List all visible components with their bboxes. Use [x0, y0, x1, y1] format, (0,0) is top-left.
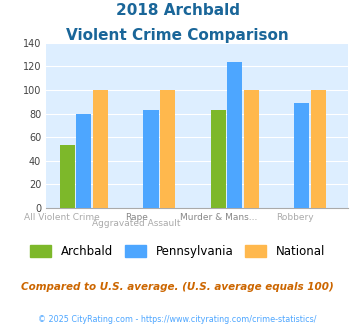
- Text: Robbery: Robbery: [276, 213, 313, 222]
- Bar: [160, 90, 175, 208]
- Bar: [76, 114, 92, 208]
- Bar: [143, 110, 159, 208]
- Legend: Archbald, Pennsylvania, National: Archbald, Pennsylvania, National: [30, 245, 325, 258]
- Text: © 2025 CityRating.com - https://www.cityrating.com/crime-statistics/: © 2025 CityRating.com - https://www.city…: [38, 315, 317, 324]
- Bar: [93, 90, 108, 208]
- Bar: [311, 90, 326, 208]
- Text: Aggravated Assault: Aggravated Assault: [92, 219, 181, 228]
- Text: Compared to U.S. average. (U.S. average equals 100): Compared to U.S. average. (U.S. average …: [21, 282, 334, 292]
- Text: Rape: Rape: [125, 213, 148, 222]
- Text: Murder & Mans...: Murder & Mans...: [180, 213, 257, 222]
- Bar: [60, 146, 75, 208]
- Bar: [227, 62, 242, 208]
- Text: 2018 Archbald: 2018 Archbald: [115, 3, 240, 18]
- Bar: [244, 90, 259, 208]
- Text: Violent Crime Comparison: Violent Crime Comparison: [66, 28, 289, 43]
- Text: All Violent Crime: All Violent Crime: [24, 213, 100, 222]
- Bar: [211, 110, 226, 208]
- Bar: [294, 103, 310, 208]
